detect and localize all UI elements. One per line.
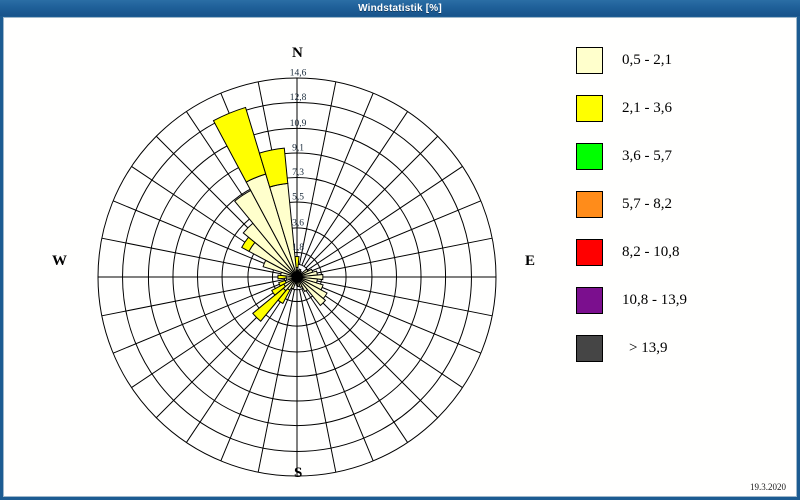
window-titlebar: Windstatistik [%] <box>0 0 800 16</box>
grid-spoke <box>131 283 287 388</box>
legend-swatch-icon <box>576 94 603 122</box>
compass-label-north: N <box>292 45 303 61</box>
legend-label: 8,2 - 10,8 <box>622 243 680 260</box>
grid-spoke <box>101 278 285 317</box>
wind-rose-sector <box>212 106 267 183</box>
grid-spoke <box>186 287 291 443</box>
legend-label: 2,1 - 3,6 <box>622 99 672 116</box>
grid-spoke <box>303 111 408 267</box>
legend-item[interactable]: 2,1 - 3,6 <box>576 84 791 132</box>
wind-rose-svg: 1,8 3,6 5,5 7,3 9,1 10,9 12,8 14,6 <box>97 69 497 477</box>
speed-bin-legend: 0,5 - 2,1 2,1 - 3,6 3,6 - 5,7 5,7 - 8,2 8,2 … <box>576 36 791 372</box>
legend-swatch-icon <box>576 286 603 314</box>
compass-label-south: S <box>294 465 303 481</box>
chart-client-area: 1,8 3,6 5,5 7,3 9,1 10,9 12,8 14,6 N S W E 0,5 … <box>3 17 797 497</box>
radial-tick-label: 1,8 <box>292 243 304 253</box>
legend-item[interactable]: 0,5 - 2,1 <box>576 36 791 84</box>
grid-spoke <box>101 237 285 276</box>
radial-tick-label: 7,3 <box>292 168 304 178</box>
legend-label: 10,8 - 13,9 <box>622 291 687 308</box>
grid-spoke <box>112 281 286 354</box>
compass-label-west: W <box>52 253 67 269</box>
legend-item[interactable]: 10,8 - 13,9 <box>576 276 791 324</box>
grid-spoke <box>305 135 439 269</box>
grid-spoke <box>308 281 482 354</box>
chart-date: 19.3.2020 <box>750 482 786 492</box>
rose-center-dot <box>291 271 303 283</box>
legend-item[interactable]: > 13,9 <box>576 324 791 372</box>
grid-spoke <box>298 289 337 473</box>
grid-spoke <box>257 289 296 473</box>
radial-tick-label: 12,8 <box>290 93 307 103</box>
grid-spoke <box>309 237 493 276</box>
grid-spoke <box>303 287 408 443</box>
radial-tick-label: 5,5 <box>292 193 304 203</box>
legend-item[interactable]: 5,7 - 8,2 <box>576 180 791 228</box>
radial-tick-label: 10,9 <box>290 119 307 129</box>
legend-swatch-icon <box>576 334 603 362</box>
grid-spoke <box>308 200 482 273</box>
wind-rose-plot: 1,8 3,6 5,5 7,3 9,1 10,9 12,8 14,6 <box>4 18 549 496</box>
wind-rose-sector <box>271 283 287 296</box>
grid-spoke <box>307 283 463 388</box>
window-title: Windstatistik [%] <box>358 2 442 14</box>
grid-spoke <box>301 288 374 462</box>
grid-spoke <box>112 200 286 273</box>
grid-spoke <box>305 285 439 419</box>
grid-spoke <box>301 92 374 266</box>
legend-swatch-icon <box>576 190 603 218</box>
legend-label: 0,5 - 2,1 <box>622 51 672 68</box>
compass-label-east: E <box>525 253 536 269</box>
wind-rose-sector <box>296 273 324 281</box>
wind-rose-sector <box>252 287 287 322</box>
radial-tick-label: 9,1 <box>292 143 304 153</box>
legend-swatch-icon <box>576 238 603 266</box>
grid-spoke <box>298 81 337 265</box>
legend-item[interactable]: 3,6 - 5,7 <box>576 132 791 180</box>
radial-tick-label: 3,6 <box>292 218 304 228</box>
legend-swatch-icon <box>576 46 603 74</box>
legend-item[interactable]: 8,2 - 10,8 <box>576 228 791 276</box>
grid-spoke <box>307 166 463 271</box>
wind-rose-sector <box>258 147 289 188</box>
grid-spoke <box>220 288 293 462</box>
wind-rose-sector <box>296 276 327 307</box>
legend-swatch-icon <box>576 142 603 170</box>
legend-label: 5,7 - 8,2 <box>622 195 672 212</box>
legend-label: > 13,9 <box>629 339 668 356</box>
wind-rose-sector <box>278 279 287 287</box>
grid-spoke <box>309 278 493 317</box>
legend-label: 3,6 - 5,7 <box>622 147 672 164</box>
radial-tick-label: 14,6 <box>290 69 307 79</box>
